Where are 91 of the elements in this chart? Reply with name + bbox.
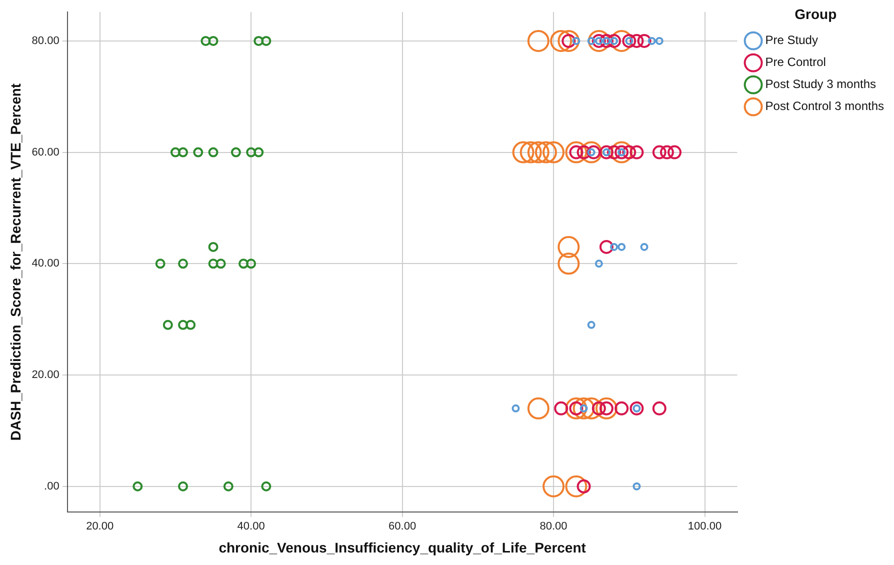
x-axis-title: chronic_Venous_Insufficiency_quality_of_Life_Percent: [218, 539, 586, 556]
point: [208, 147, 218, 158]
point: [622, 145, 636, 160]
legend-label: Pre Study: [765, 33, 818, 48]
point: [254, 36, 264, 46]
y-axis-title: DASH_Prediction_Score_for_Recurrent_VTE_Percent: [7, 83, 24, 441]
point: [178, 258, 188, 269]
point: [246, 147, 256, 158]
y-tick-label: 20.00: [32, 369, 60, 382]
point: [261, 481, 272, 492]
point: [565, 397, 588, 420]
point: [595, 397, 618, 420]
point: [610, 242, 618, 251]
point: [587, 320, 596, 329]
point: [558, 236, 580, 258]
point: [558, 252, 580, 275]
point: [170, 147, 180, 158]
point: [630, 401, 644, 416]
point: [200, 36, 211, 46]
point: [648, 36, 656, 45]
y-tick-label: 40.00: [32, 258, 60, 270]
point: [246, 258, 256, 269]
legend-label: Post Control 3 months: [765, 99, 884, 114]
x-tick-label: 20.00: [86, 520, 114, 533]
point: [542, 475, 565, 498]
point: [630, 34, 644, 48]
point: [216, 258, 226, 269]
legend-label: Post Study 3 months: [765, 77, 876, 92]
point: [223, 481, 234, 492]
legend-title: Group: [794, 6, 837, 22]
x-tick-label: 80.00: [540, 520, 568, 533]
point: [618, 242, 626, 251]
point: [599, 145, 614, 160]
point: [572, 36, 580, 45]
point: [178, 320, 188, 330]
y-tick-label: 80.00: [32, 34, 60, 47]
point: [610, 141, 633, 164]
point: [520, 141, 542, 164]
y-tick-label: 60.00: [32, 146, 60, 158]
point: [558, 30, 580, 52]
x-tick-label: 100.00: [688, 520, 722, 533]
point: [162, 320, 173, 330]
point: [652, 145, 666, 160]
point: [155, 258, 166, 269]
point: [238, 258, 249, 269]
legend-label: Pre Control: [765, 55, 826, 70]
point: [534, 141, 557, 164]
point: [254, 147, 264, 158]
y-tick-label: .00: [44, 480, 60, 492]
point: [652, 401, 666, 416]
point: [594, 260, 603, 268]
point: [550, 30, 572, 52]
point: [660, 145, 674, 160]
point: [580, 141, 602, 164]
point: [632, 482, 641, 490]
point: [512, 141, 534, 164]
point: [565, 141, 588, 164]
point: [230, 147, 241, 158]
point: [630, 145, 644, 160]
point: [186, 320, 196, 330]
point: [527, 397, 550, 420]
x-tick-label: 60.00: [388, 520, 416, 533]
point: [580, 397, 602, 420]
point: [542, 141, 565, 164]
x-tick-label: 40.00: [237, 520, 265, 533]
point: [668, 145, 682, 160]
point: [640, 242, 648, 251]
point: [178, 481, 188, 492]
point: [614, 401, 629, 416]
point: [599, 240, 614, 254]
point: [132, 481, 143, 492]
point: [655, 36, 664, 45]
point: [178, 147, 188, 158]
point: [588, 30, 610, 52]
point: [637, 34, 652, 48]
point: [576, 479, 591, 494]
point: [208, 242, 218, 252]
point: [554, 401, 568, 416]
point: [607, 145, 622, 160]
point: [512, 404, 520, 412]
point: [193, 147, 204, 158]
point: [565, 475, 588, 498]
point: [576, 145, 591, 160]
point: [527, 141, 550, 164]
point: [208, 36, 218, 46]
point: [261, 36, 272, 46]
point: [622, 34, 636, 48]
point: [527, 30, 550, 52]
point: [572, 397, 595, 420]
point: [208, 258, 218, 269]
point: [587, 36, 596, 45]
